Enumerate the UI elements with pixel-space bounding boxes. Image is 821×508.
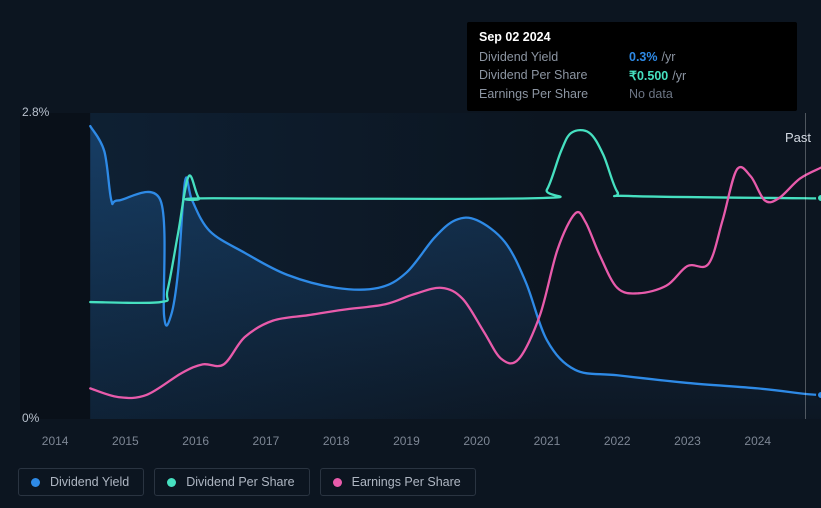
- legend-label: Dividend Yield: [50, 475, 129, 489]
- tooltip-value: ₹0.500/yr: [629, 68, 686, 83]
- xaxis-tick-label: 2017: [253, 434, 280, 448]
- legend-item-dividend_yield[interactable]: Dividend Yield: [18, 468, 144, 496]
- xaxis-tick-label: 2021: [534, 434, 561, 448]
- tooltip-value: No data: [629, 87, 673, 101]
- plot-area[interactable]: [20, 113, 821, 419]
- yaxis-tick-label: 2.8%: [22, 105, 49, 119]
- xaxis-tick-label: 2019: [393, 434, 420, 448]
- legend-item-earnings_per_share[interactable]: Earnings Per Share: [320, 468, 476, 496]
- tooltip-row: Dividend Per Share₹0.500/yr: [479, 66, 785, 85]
- xaxis-tick-label: 2023: [674, 434, 701, 448]
- marker-dividend_per_share: [816, 193, 821, 203]
- tooltip-row: Dividend Yield0.3%/yr: [479, 48, 785, 66]
- legend-dot-icon: [333, 478, 342, 487]
- legend-item-dividend_per_share[interactable]: Dividend Per Share: [154, 468, 309, 496]
- chart-svg: [20, 113, 821, 419]
- tooltip-row: Earnings Per ShareNo data: [479, 85, 785, 103]
- xaxis-tick-label: 2016: [182, 434, 209, 448]
- xaxis-tick-label: 2022: [604, 434, 631, 448]
- xaxis-tick-label: 2014: [42, 434, 69, 448]
- tooltip-value: 0.3%/yr: [629, 50, 675, 64]
- tooltip-key: Dividend Per Share: [479, 68, 629, 83]
- cursor-line: [805, 113, 806, 419]
- tooltip: Sep 02 2024 Dividend Yield0.3%/yrDividen…: [467, 22, 797, 111]
- xaxis-tick-label: 2020: [463, 434, 490, 448]
- past-label: Past: [785, 130, 811, 145]
- legend-label: Dividend Per Share: [186, 475, 294, 489]
- xaxis-tick-label: 2018: [323, 434, 350, 448]
- marker-dividend_yield: [816, 390, 821, 400]
- yaxis-tick-label: 0%: [22, 411, 39, 425]
- xaxis-tick-label: 2015: [112, 434, 139, 448]
- xaxis-tick-label: 2024: [744, 434, 771, 448]
- legend: Dividend Yield Dividend Per Share Earnings…: [18, 468, 476, 496]
- tooltip-key: Dividend Yield: [479, 50, 629, 64]
- tooltip-date: Sep 02 2024: [479, 30, 785, 44]
- tooltip-key: Earnings Per Share: [479, 87, 629, 101]
- legend-label: Earnings Per Share: [352, 475, 461, 489]
- legend-dot-icon: [167, 478, 176, 487]
- legend-dot-icon: [31, 478, 40, 487]
